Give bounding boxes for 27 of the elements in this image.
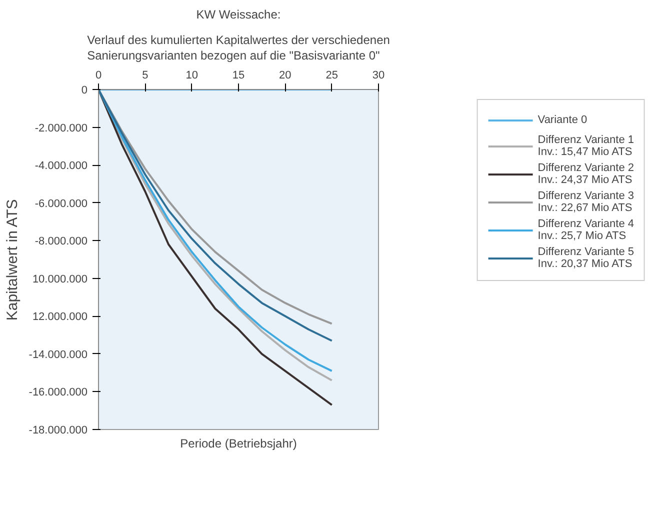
chart-subtitle: Verlauf des kumulierten Kapitalwertes der verschiedenen Sanierungsvarianten bezogen auf die "Basisvariante 0" xyxy=(87,33,390,62)
x-tick-label: 30 xyxy=(372,70,385,82)
y-tick-label: 12.000.000 xyxy=(32,311,88,324)
x-tick-label: 25 xyxy=(326,70,338,82)
y-axis-title: Kapitalwert in ATS xyxy=(4,199,21,321)
y-tick-label: -14.000.000 xyxy=(28,348,88,361)
x-tick-label: 10 xyxy=(186,70,198,82)
x-axis-title: Periode (Betriebsjahr) xyxy=(180,436,297,450)
y-tick-label: -8.000.000 xyxy=(34,236,88,248)
y-tick-label: 10.000.000 xyxy=(32,273,88,286)
x-tick-label: 0 xyxy=(95,70,102,82)
y-tick-label: -6.000.000 xyxy=(34,198,88,210)
legend-label: Variante 0 xyxy=(538,114,588,126)
y-tick-label: -18.000.000 xyxy=(28,424,88,436)
legend-label: Differenz Variante 3 Inv.: 22,67 Mio ATS xyxy=(538,190,634,214)
x-tick-label: 5 xyxy=(142,70,148,82)
y-tick-label: 0 xyxy=(81,84,88,96)
y-tick-label: -4.000.000 xyxy=(34,160,88,172)
legend-label: Differenz Variante 2 Inv.: 24,37 Mio ATS xyxy=(538,162,634,186)
chart-title: KW Weissache: xyxy=(196,8,281,22)
legend-label: Differenz Variante 4 Inv.: 25,7 Mio ATS xyxy=(538,218,634,242)
y-tick-label: -2.000.000 xyxy=(34,122,88,134)
x-tick-label: 15 xyxy=(232,70,245,82)
x-tick-label: 20 xyxy=(279,70,292,82)
y-tick-label: -16.000.000 xyxy=(28,386,88,399)
legend-label: Differenz Variante 5 Inv.: 20,37 Mio ATS xyxy=(538,246,634,270)
legend-label: Differenz Variante 1 Inv.: 15,47 Mio ATS xyxy=(538,134,634,158)
